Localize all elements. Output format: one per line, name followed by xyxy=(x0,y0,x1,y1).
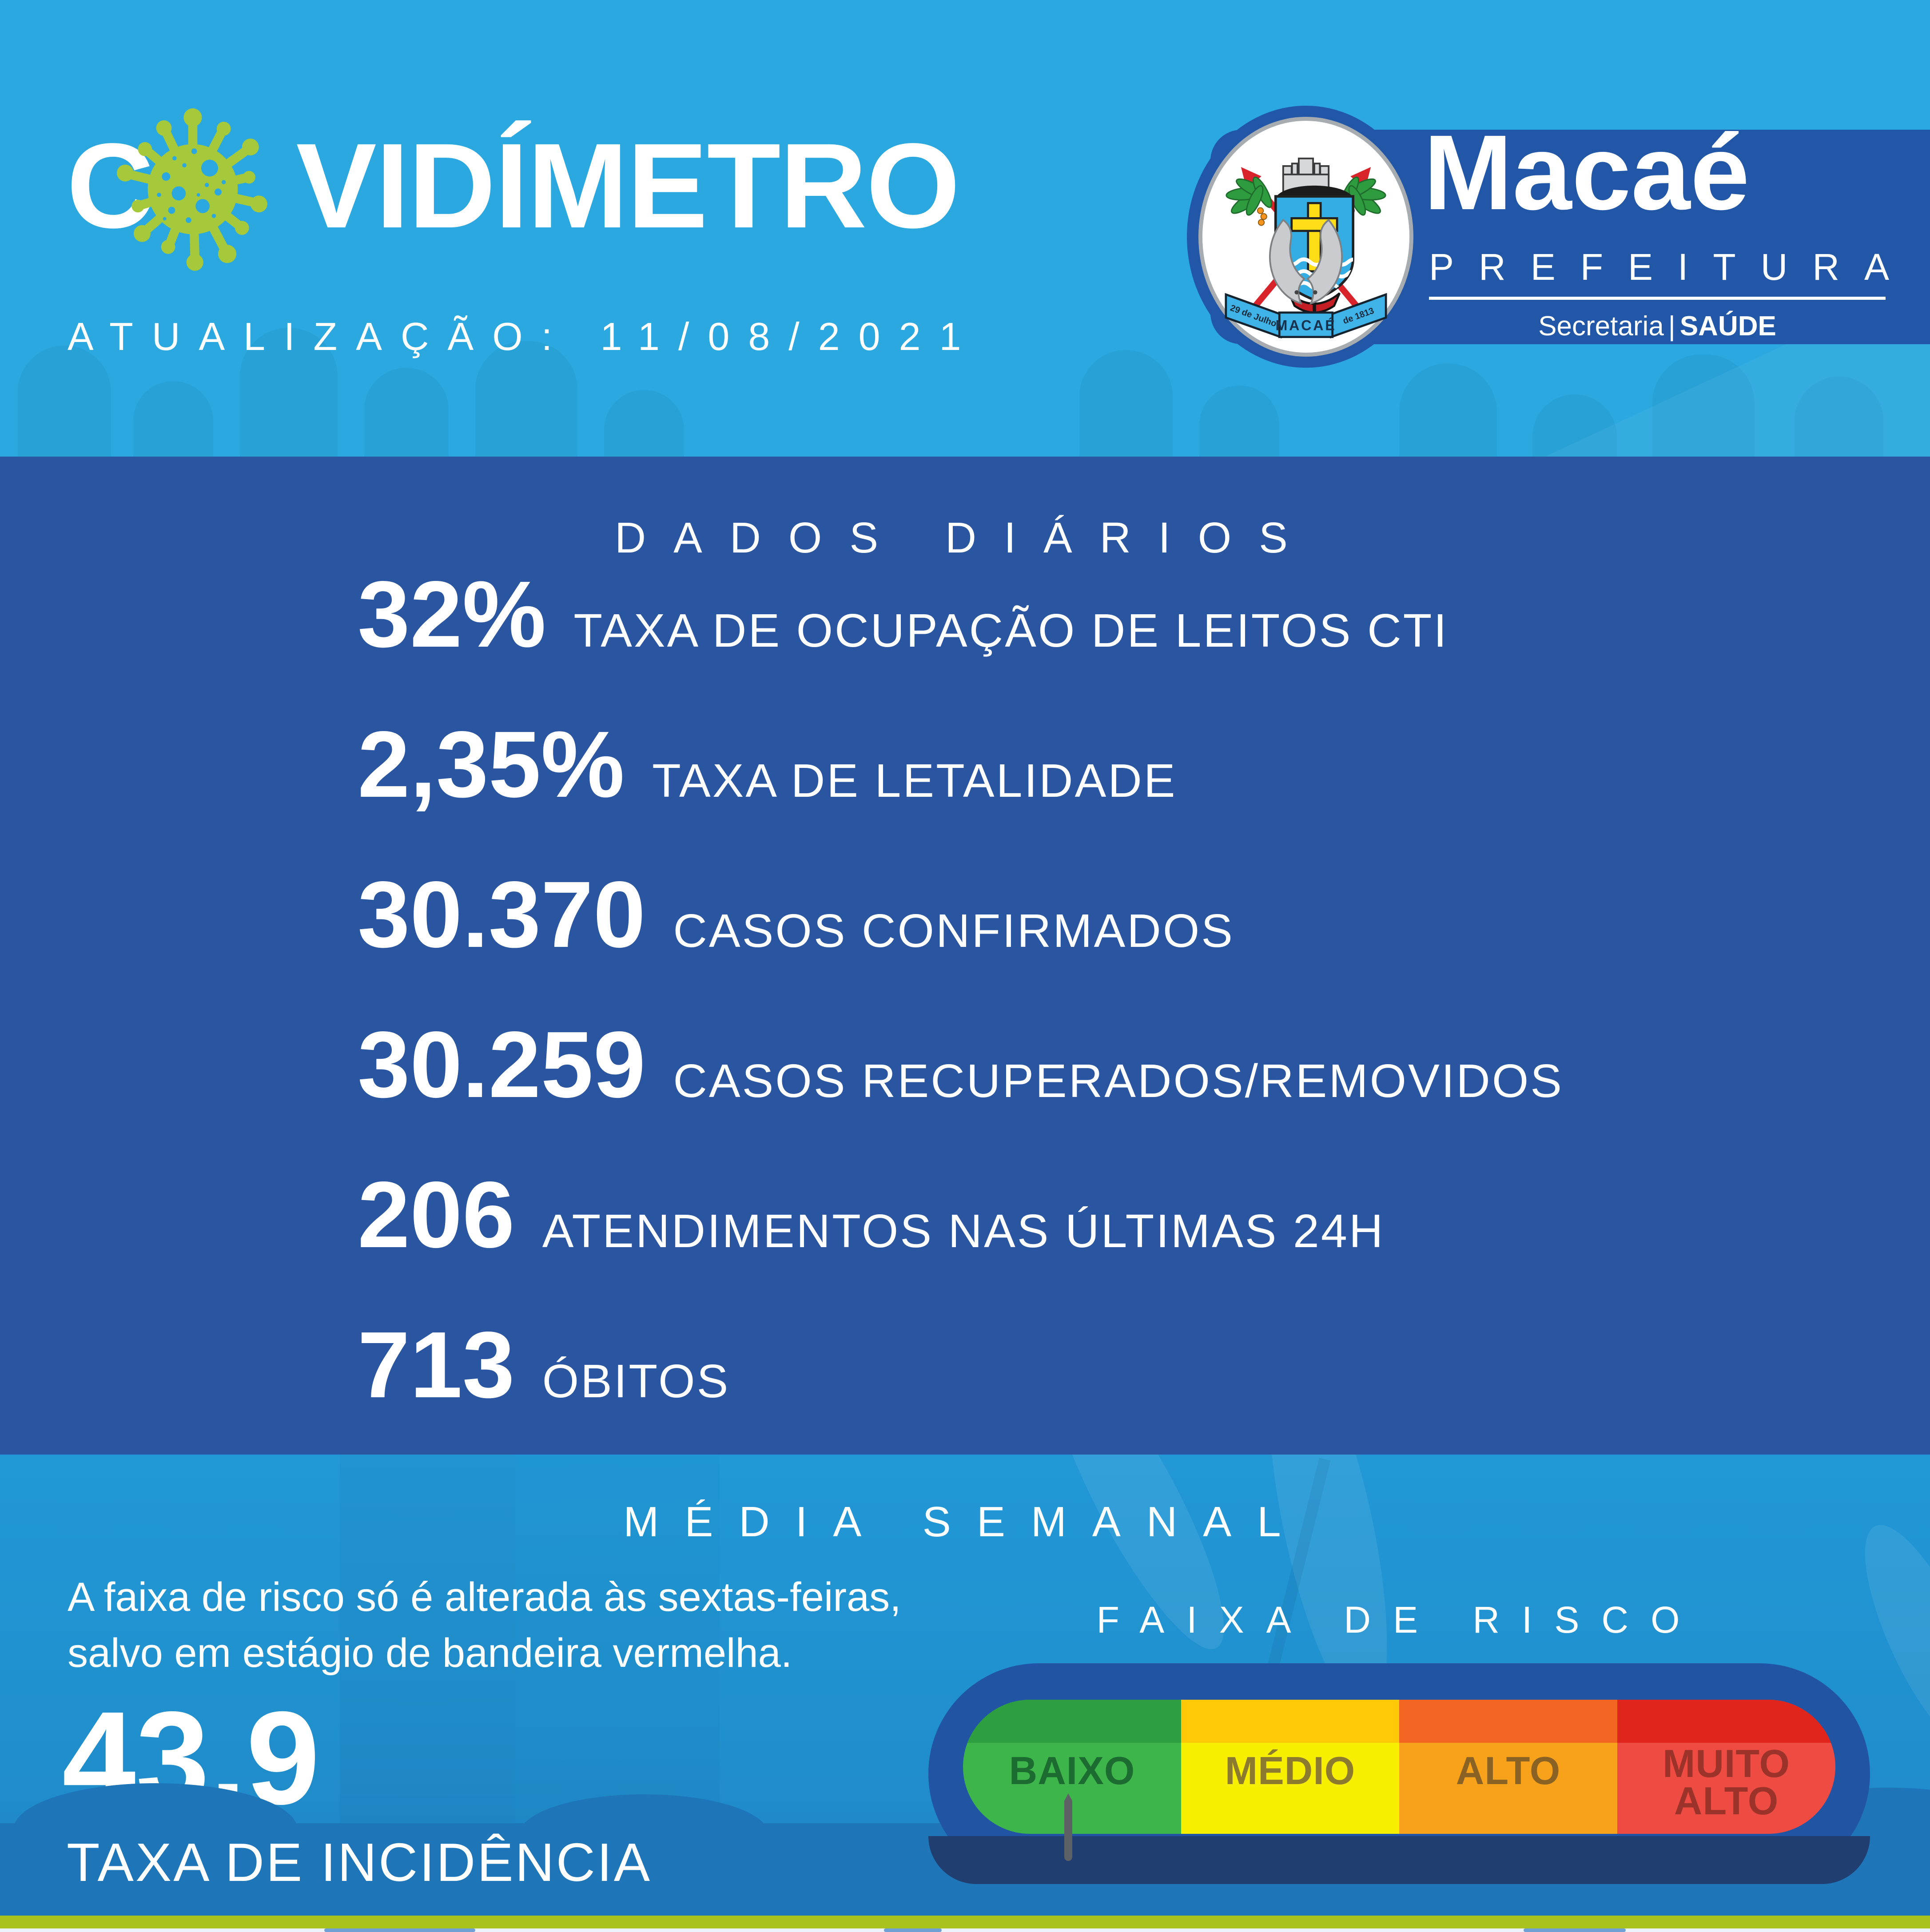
stat-row-recovered: 30.259 CASOS RECUPERADOS/REMOVIDOS xyxy=(358,1018,1564,1112)
risk-gauge-track: BAIXO MÉDIO ALTO MUITO ALTO xyxy=(963,1700,1835,1834)
risk-segment-label: ALTO xyxy=(1456,1749,1561,1793)
stat-value: 30.259 xyxy=(358,1012,646,1117)
header: C VIDÍMETRO xyxy=(0,0,1930,457)
logo-dept-right: SAÚDE xyxy=(1679,311,1776,342)
risk-segment-cap xyxy=(963,1700,1181,1743)
logo-divider-rule xyxy=(1429,297,1886,300)
page-title-rest: VIDÍMETRO xyxy=(296,118,960,253)
stat-row-deaths: 713 ÓBITOS xyxy=(358,1318,730,1412)
stat-row-lethality: 2,35% TAXA DE LETALIDADE xyxy=(358,717,1177,811)
stat-value: 30.370 xyxy=(358,862,646,967)
header-arch-decoration xyxy=(1079,350,1173,457)
risk-segment-alto: ALTO xyxy=(1399,1700,1617,1834)
palm-left xyxy=(1226,176,1272,226)
risk-segment-cap xyxy=(1181,1700,1399,1743)
header-arch-decoration xyxy=(133,381,213,457)
risk-note-line1: A faixa de risco só é alterada às sextas… xyxy=(68,1574,901,1620)
coronavirus-icon xyxy=(117,108,267,271)
footer-strip-decoration xyxy=(1524,1928,1626,1932)
logo-org-name: PREFEITURA xyxy=(1429,246,1914,288)
stat-row-confirmed: 30.370 CASOS CONFIRMADOS xyxy=(358,867,1234,962)
risk-segment-label: MUITO ALTO xyxy=(1663,1741,1790,1823)
stat-value: 32% xyxy=(358,561,546,667)
stat-row-occupancy: 32% TAXA DE OCUPAÇÃO DE LEITOS CTI xyxy=(358,567,1448,661)
header-arch-decoration xyxy=(240,328,338,457)
header-arch-decoration xyxy=(1795,377,1883,457)
page-title: C VIDÍMETRO xyxy=(67,125,960,246)
header-arch-decoration xyxy=(604,390,684,457)
weekly-average-section: MÉDIA SEMANAL A faixa de risco só é alte… xyxy=(0,1455,1930,1932)
risk-segment-medio: MÉDIO xyxy=(1181,1700,1399,1834)
stat-label: CASOS CONFIRMADOS xyxy=(673,905,1234,957)
header-arch-decoration xyxy=(364,368,449,457)
stat-label: TAXA DE OCUPAÇÃO DE LEITOS CTI xyxy=(573,604,1448,657)
crest-ribbon-label: MACAÉ xyxy=(1275,318,1336,334)
risk-segment-cap xyxy=(1399,1700,1617,1743)
update-date: ATUALIZAÇÃO: 11/08/2021 xyxy=(68,314,980,358)
risk-segment-cap xyxy=(1617,1700,1835,1743)
risk-gauge-needle xyxy=(1064,1793,1072,1861)
header-arch-decoration xyxy=(1532,394,1617,457)
risk-note-line2: salvo em estágio de bandeira vermelha. xyxy=(68,1630,792,1676)
logo-city-name: Macaé xyxy=(1424,113,1750,232)
wave-hump-decoration xyxy=(520,1794,768,1874)
wave-hump-decoration xyxy=(13,1783,298,1876)
stat-value: 206 xyxy=(358,1162,515,1267)
risk-gauge-shadow xyxy=(928,1836,1870,1884)
stat-label: ÓBITOS xyxy=(542,1355,730,1407)
risk-gauge: BAIXO MÉDIO ALTO MUITO ALTO xyxy=(928,1663,1870,1884)
footer-strip-decoration xyxy=(324,1928,475,1932)
risk-segment-label: MÉDIO xyxy=(1225,1749,1356,1793)
risk-segment-label: BAIXO xyxy=(1009,1749,1135,1793)
green-footer-band xyxy=(0,1916,1930,1928)
daily-data-section: DADOS DIÁRIOS 32% TAXA DE OCUPAÇÃO DE LE… xyxy=(0,457,1930,1455)
risk-scale-title: FAIXA DE RISCO xyxy=(1096,1599,1702,1641)
header-arch-decoration xyxy=(1652,354,1755,457)
logo-department: Secretaria | SAÚDE xyxy=(1429,311,1886,342)
macae-coat-of-arms: 29 de Julho de 1813 MACAÉ xyxy=(1225,157,1387,339)
weekly-section-title: MÉDIA SEMANAL xyxy=(623,1498,1307,1546)
risk-segment-muito-alto: MUITO ALTO xyxy=(1617,1700,1835,1834)
footer-strip xyxy=(0,1928,1930,1932)
daily-section-title: DADOS DIÁRIOS xyxy=(615,513,1315,562)
header-arch-decoration xyxy=(1199,386,1279,457)
stat-row-visits24h: 206 ATENDIMENTOS NAS ÚLTIMAS 24H xyxy=(358,1168,1385,1262)
stat-label: ATENDIMENTOS NAS ÚLTIMAS 24H xyxy=(542,1205,1385,1257)
stat-value: 713 xyxy=(358,1312,515,1417)
logo-dept-separator: | xyxy=(1668,311,1675,342)
risk-note: A faixa de risco só é alterada às sextas… xyxy=(68,1569,901,1681)
stat-label: CASOS RECUPERADOS/REMOVIDOS xyxy=(673,1055,1564,1107)
header-arch-decoration xyxy=(475,341,577,457)
logo-dept-left: Secretaria xyxy=(1538,311,1664,342)
stat-label: TAXA DE LETALIDADE xyxy=(652,755,1177,807)
stat-value: 2,35% xyxy=(358,712,625,817)
header-arch-decoration xyxy=(1399,363,1497,457)
incidence-rate-label: TAXA DE INCIDÊNCIA xyxy=(67,1832,652,1892)
footer-strip-decoration xyxy=(884,1928,942,1932)
header-arch-decoration xyxy=(18,346,111,457)
